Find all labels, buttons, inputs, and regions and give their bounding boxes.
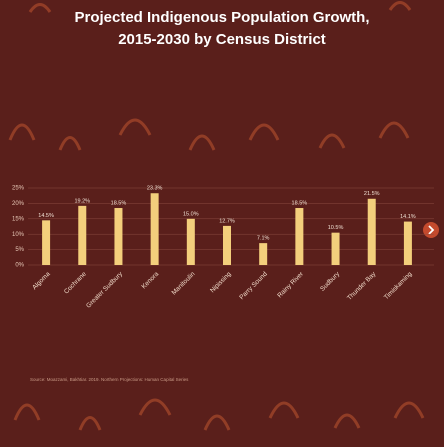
- value-label: 15.0%: [183, 211, 199, 217]
- bar: [331, 232, 340, 265]
- decor: [8, 1, 425, 431]
- value-label: 12.7%: [219, 218, 235, 224]
- value-label: 10.5%: [328, 225, 344, 231]
- value-label: 14.5%: [38, 213, 54, 219]
- bar: [403, 221, 412, 265]
- bar: [78, 205, 87, 265]
- bar: [295, 208, 304, 265]
- bar: [367, 198, 376, 265]
- y-tick-label: 15%: [12, 216, 25, 222]
- value-label: 21.5%: [364, 191, 380, 197]
- value-label: 7.1%: [257, 236, 270, 242]
- bar: [259, 243, 268, 265]
- y-tick-label: 20%: [12, 201, 25, 207]
- y-tick-label: 0%: [15, 263, 24, 269]
- value-label: 23.3%: [147, 186, 163, 192]
- value-label: 18.5%: [292, 200, 308, 206]
- next-circle[interactable]: [423, 222, 439, 238]
- value-label: 18.5%: [111, 200, 127, 206]
- value-label: 14.1%: [400, 214, 416, 220]
- bar: [150, 193, 159, 265]
- chart-subtitle: 2015-2030 by Census District: [118, 31, 326, 48]
- bar: [114, 208, 123, 265]
- bar: [186, 218, 195, 265]
- bar: [223, 225, 231, 265]
- chart-title: Projected Indigenous Population Growth,: [74, 9, 369, 26]
- next-arrow[interactable]: [428, 225, 435, 235]
- y-tick-label: 10%: [12, 232, 25, 238]
- value-label: 19.2%: [74, 198, 90, 204]
- bar: [42, 220, 51, 265]
- source: Source: Moazzami, Bakhtiar. 2019. Northe…: [30, 377, 189, 382]
- next-button[interactable]: [423, 222, 439, 238]
- plot-bg: [18, 178, 434, 388]
- y-tick-label: 5%: [15, 247, 24, 253]
- y-tick-label: 25%: [12, 186, 25, 192]
